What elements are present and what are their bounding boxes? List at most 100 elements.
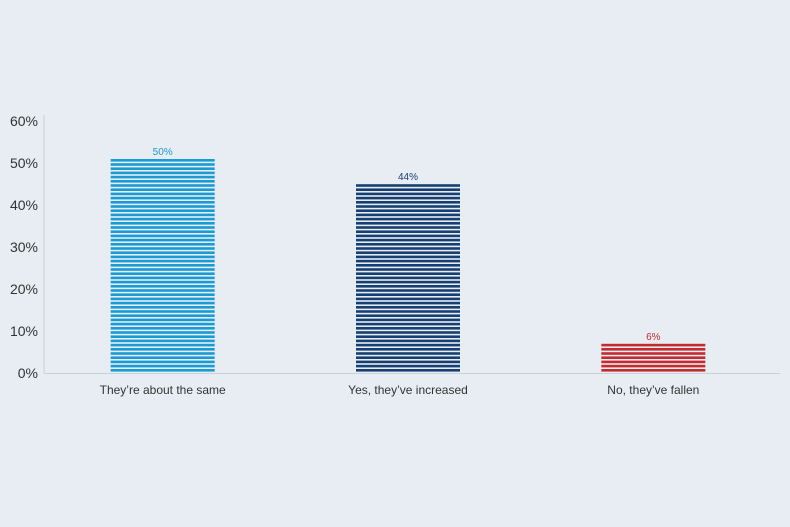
bar-stripe: [110, 369, 215, 372]
bar-stripe: [601, 360, 706, 364]
x-axis: They’re about the same Yes, they’ve incre…: [44, 373, 780, 397]
bar-stripe: [110, 280, 215, 284]
bar-stripe: [356, 322, 460, 326]
bar-stripe: [356, 348, 460, 351]
bar-stripe: [356, 222, 460, 225]
bar-stripe: [601, 369, 706, 372]
bar-stripe: [110, 243, 215, 246]
bar-stripe: [356, 352, 460, 355]
bar-stripe: [356, 297, 460, 301]
bar-stripe: [110, 259, 215, 263]
bar-stripe: [356, 289, 460, 292]
bar-stripe: [356, 217, 460, 221]
y-tick-label: 0%: [18, 365, 38, 381]
bar-stripe: [110, 192, 215, 196]
bar-stripe: [110, 331, 215, 334]
bar-stripe: [110, 289, 215, 292]
bar-stripe: [110, 264, 215, 267]
bar-stripe: [110, 180, 215, 183]
bar-stripe: [356, 226, 460, 229]
bar: [110, 159, 215, 372]
bar-stripe: [110, 167, 215, 170]
y-tick-label: 20%: [10, 281, 38, 297]
bar-stripe: [110, 196, 215, 200]
bar-stripe: [110, 318, 215, 322]
bar-stripe: [356, 301, 460, 305]
bar-stripe: [110, 234, 215, 238]
category-label: They’re about the same: [100, 383, 226, 397]
bar-stripe: [110, 213, 215, 217]
bar-stripe: [110, 306, 215, 309]
bar-stripe: [110, 322, 215, 326]
bar-stripe: [110, 356, 215, 359]
bar-stripe: [356, 356, 460, 359]
bar-stripe: [110, 293, 215, 296]
bar-stripe: [110, 184, 215, 187]
bar-stripe: [356, 364, 460, 368]
bar-stripe: [356, 259, 460, 263]
bar-stripe: [356, 314, 460, 317]
bar-stripe: [356, 318, 460, 322]
bar-stripe: [110, 343, 215, 347]
bar-stripe: [110, 339, 215, 343]
bar-stripe: [356, 230, 460, 233]
bar-stripe: [356, 327, 460, 330]
bar-stripe: [110, 247, 215, 250]
data-label: 44%: [398, 172, 418, 183]
bar-stripe: [110, 364, 215, 368]
bar-stripe: [110, 285, 215, 288]
bar-stripe: [110, 226, 215, 229]
bar-stripe: [110, 301, 215, 305]
bar-stripe: [110, 159, 215, 162]
bar-stripe: [110, 238, 215, 242]
bar-stripe: [110, 201, 215, 204]
bar-stripe: [356, 272, 460, 275]
data-label: 50%: [153, 147, 173, 158]
bar-stripe: [356, 276, 460, 280]
bar-stripe: [110, 314, 215, 317]
bar-stripe: [356, 213, 460, 217]
y-tick-label: 60%: [10, 113, 38, 129]
bar-stripe: [110, 188, 215, 191]
bar-stripe: [356, 343, 460, 347]
bar-stripe: [356, 238, 460, 242]
bar-stripe: [356, 331, 460, 334]
bar-stripe: [110, 222, 215, 225]
bar-stripe: [356, 280, 460, 284]
bar-stripe: [601, 364, 706, 368]
bar-stripe: [110, 230, 215, 233]
y-tick-label: 30%: [10, 239, 38, 255]
bar-stripe: [110, 352, 215, 355]
bar-stripe: [110, 205, 215, 208]
y-axis: 0% 10% 20% 30% 40% 50% 60%: [10, 113, 45, 381]
bar-stripe: [110, 171, 215, 175]
bar-stripe: [110, 268, 215, 271]
bar-stripe: [356, 234, 460, 238]
bar-stripe: [356, 285, 460, 288]
bar-stripe: [110, 348, 215, 351]
bar-stripe: [356, 310, 460, 313]
bar-stripe: [601, 352, 706, 355]
bar: [356, 184, 460, 372]
y-tick-label: 40%: [10, 197, 38, 213]
bar-stripe: [356, 196, 460, 200]
bar-stripe: [356, 205, 460, 208]
bar-stripe: [110, 360, 215, 364]
bar-stripe: [110, 251, 215, 254]
bar-stripe: [356, 268, 460, 271]
bar-stripe: [110, 255, 215, 259]
bar-stripe: [110, 217, 215, 221]
bar-stripe: [356, 243, 460, 246]
bar-stripe: [356, 184, 460, 187]
y-tick-label: 10%: [10, 323, 38, 339]
bar-stripe: [356, 247, 460, 250]
bar-stripe: [110, 297, 215, 301]
bar-stripe: [110, 276, 215, 280]
bar-stripe: [356, 293, 460, 296]
bar-stripe: [356, 335, 460, 338]
bar-stripe: [356, 255, 460, 259]
bar-stripe: [110, 163, 215, 166]
category-label: Yes, they’ve increased: [348, 383, 468, 397]
bar-stripe: [356, 264, 460, 267]
